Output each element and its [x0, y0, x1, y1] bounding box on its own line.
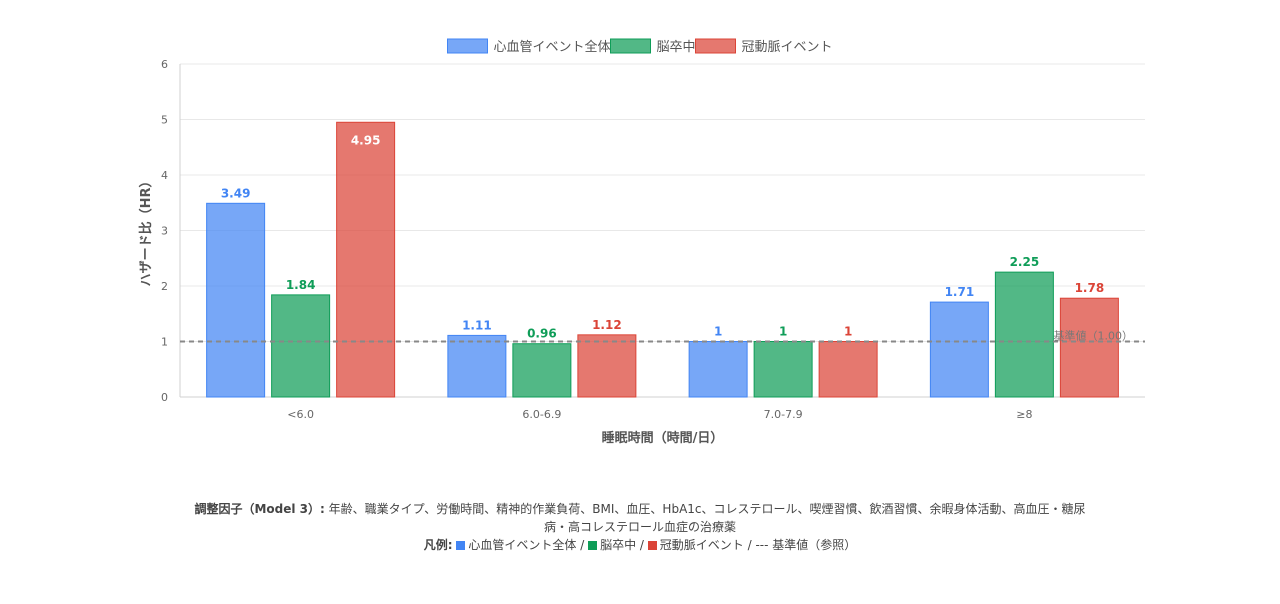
- data-label: 1: [844, 325, 852, 339]
- data-label: 4.95: [351, 133, 381, 147]
- bar: [447, 334, 507, 398]
- data-label: 1.11: [462, 318, 492, 332]
- bar: [271, 294, 331, 398]
- green-swatch-icon: [588, 541, 598, 550]
- red-swatch-icon: [647, 541, 657, 550]
- y-tick-label: 4: [161, 169, 168, 182]
- legend-label: 心血管イベント全体: [494, 39, 611, 55]
- data-label: 0.96: [527, 327, 557, 341]
- legend-label: 脳卒中: [657, 40, 696, 55]
- data-label: 1.78: [1075, 281, 1105, 295]
- y-tick-label: 6: [161, 58, 168, 71]
- bar: [336, 121, 396, 398]
- bar: [512, 343, 572, 398]
- footnote: 調整因子（Model 3）: 年齢、職業タイプ、労働時間、精神的作業負荷、BMI…: [190, 500, 1090, 554]
- legend-swatch: [447, 38, 488, 54]
- bar: [688, 341, 748, 398]
- y-tick-label: 3: [161, 225, 168, 238]
- reference-line-label: 基準値（1.00）: [1054, 329, 1134, 343]
- fn-legend-item-1: 脳卒中: [600, 538, 637, 552]
- x-axis-title: 睡眠時間（時間/日）: [602, 430, 724, 446]
- data-label: 1: [779, 325, 787, 339]
- fn-legend-item-2: 冠動脈イベント: [659, 538, 744, 552]
- bar: [577, 334, 637, 398]
- adjust-label: 調整因子（Model 3）:: [194, 502, 325, 516]
- fn-legend-item-0: 心血管イベント全体: [468, 538, 577, 552]
- x-tick-label: 6.0-6.9: [522, 408, 561, 421]
- data-label: 1.12: [592, 318, 622, 332]
- bar: [994, 271, 1054, 398]
- y-tick-label: 5: [161, 114, 168, 127]
- bar: [818, 341, 878, 398]
- fn-sep-1: /: [636, 538, 648, 552]
- bar: [753, 341, 813, 398]
- adjustment-factors: 調整因子（Model 3）: 年齢、職業タイプ、労働時間、精神的作業負荷、BMI…: [190, 500, 1090, 536]
- x-tick-label: <6.0: [287, 408, 314, 421]
- x-tick-label: ≥8: [1016, 408, 1032, 421]
- data-label: 1: [714, 325, 722, 339]
- bar: [929, 301, 989, 398]
- fn-sep-2: /: [743, 538, 756, 552]
- blue-swatch-icon: [456, 541, 466, 550]
- y-tick-label: 1: [161, 336, 168, 349]
- footnote-legend-label: 凡例:: [423, 538, 453, 552]
- adjust-text: 年齢、職業タイプ、労働時間、精神的作業負荷、BMI、血圧、HbA1c、コレステロ…: [328, 502, 1086, 534]
- bar: [1059, 297, 1119, 398]
- hazard-ratio-bar-chart: 0 1 2 3 4 5 6 3.49 1.84 4.95 <6.0 1.11 0.96 1.12 6.0-6…: [138, 38, 1145, 446]
- fn-sep-0: /: [576, 538, 589, 552]
- data-label: 3.49: [221, 186, 251, 200]
- y-tick-label: 2: [161, 280, 168, 293]
- footnote-legend: 凡例: 心血管イベント全体 / 脳卒中 / 冠動脈イベント / --- 基準値（…: [190, 536, 1090, 554]
- x-tick-label: 7.0-7.9: [764, 408, 803, 421]
- data-label: 1.84: [286, 278, 316, 292]
- bar: [206, 202, 266, 398]
- legend-swatch: [695, 38, 736, 54]
- y-tick-label: 0: [161, 391, 168, 404]
- y-axis-title: ハザード比（HR）: [138, 175, 154, 287]
- data-label: 2.25: [1010, 255, 1040, 269]
- fn-legend-ref: --- 基準値（参照）: [755, 538, 857, 552]
- legend-label: 冠動脈イベント: [742, 40, 833, 55]
- data-label: 1.71: [945, 285, 975, 299]
- legend-swatch: [610, 38, 651, 54]
